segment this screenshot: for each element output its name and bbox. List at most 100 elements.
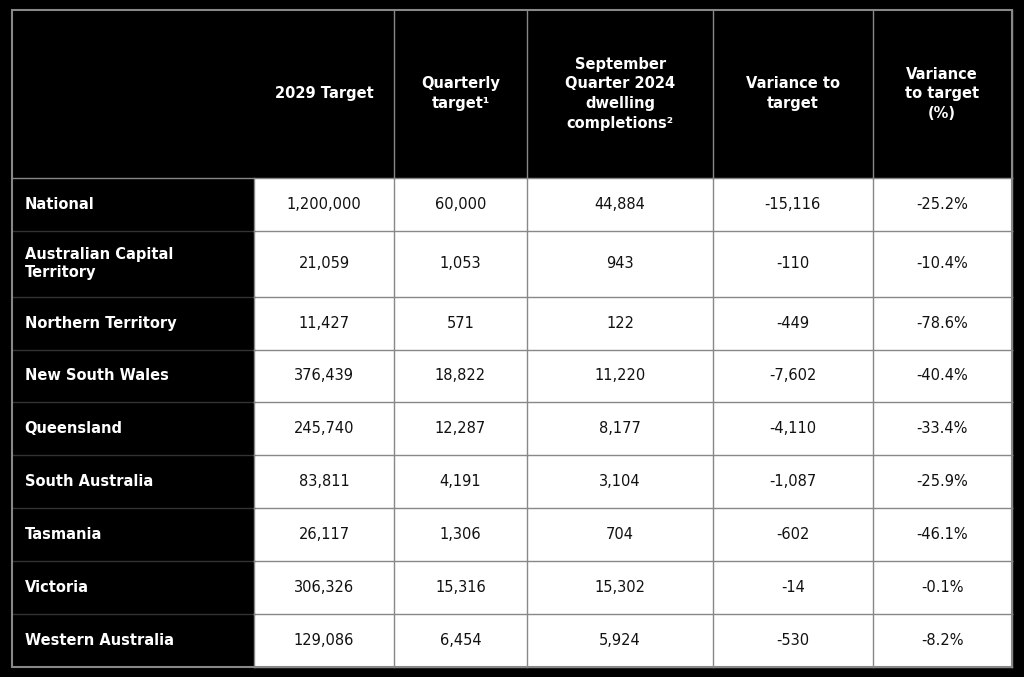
Bar <box>527 230 713 297</box>
Text: 11,220: 11,220 <box>595 368 646 383</box>
Text: -530: -530 <box>776 633 809 648</box>
Text: 26,117: 26,117 <box>298 527 349 542</box>
Text: -40.4%: -40.4% <box>916 368 968 383</box>
Bar <box>254 297 393 349</box>
Bar <box>254 177 393 230</box>
Text: 12,287: 12,287 <box>435 421 486 437</box>
Bar <box>254 561 393 614</box>
Bar <box>872 297 1012 349</box>
Bar <box>713 614 872 667</box>
Text: Tasmania: Tasmania <box>25 527 102 542</box>
Text: -78.6%: -78.6% <box>916 315 968 330</box>
Text: 44,884: 44,884 <box>595 196 645 211</box>
Bar <box>713 402 872 456</box>
Bar <box>254 349 393 402</box>
Text: -15,116: -15,116 <box>765 196 821 211</box>
Text: 129,086: 129,086 <box>294 633 354 648</box>
Bar <box>527 561 713 614</box>
Bar <box>393 561 527 614</box>
Text: 122: 122 <box>606 315 634 330</box>
Text: 245,740: 245,740 <box>294 421 354 437</box>
Text: -449: -449 <box>776 315 809 330</box>
Bar <box>713 349 872 402</box>
Bar <box>527 508 713 561</box>
Bar <box>393 614 527 667</box>
Text: -0.1%: -0.1% <box>921 580 964 595</box>
Text: Quarterly
target¹: Quarterly target¹ <box>421 77 500 111</box>
Bar <box>12 297 254 349</box>
Text: -46.1%: -46.1% <box>916 527 968 542</box>
Bar <box>393 508 527 561</box>
Text: South Australia: South Australia <box>25 474 153 489</box>
Bar <box>527 177 713 230</box>
Bar <box>12 177 254 230</box>
Text: Queensland: Queensland <box>25 421 123 437</box>
Bar <box>254 230 393 297</box>
Bar <box>12 230 254 297</box>
Bar <box>713 230 872 297</box>
Text: 2029 Target: 2029 Target <box>274 87 374 102</box>
Bar <box>12 10 1012 177</box>
Bar <box>393 297 527 349</box>
Text: 571: 571 <box>446 315 474 330</box>
Bar <box>254 402 393 456</box>
Text: 21,059: 21,059 <box>298 256 349 271</box>
Text: Variance to
target: Variance to target <box>745 77 840 111</box>
Bar <box>393 402 527 456</box>
Text: 15,316: 15,316 <box>435 580 485 595</box>
Bar <box>872 230 1012 297</box>
Text: Variance
to target
(%): Variance to target (%) <box>905 66 979 121</box>
Text: 15,302: 15,302 <box>595 580 646 595</box>
Text: -8.2%: -8.2% <box>921 633 964 648</box>
Bar <box>393 349 527 402</box>
Text: September
Quarter 2024
dwelling
completions²: September Quarter 2024 dwelling completi… <box>565 57 675 131</box>
Bar <box>12 561 254 614</box>
Bar <box>872 402 1012 456</box>
Bar <box>393 177 527 230</box>
Bar <box>527 402 713 456</box>
Bar <box>872 177 1012 230</box>
Text: -25.9%: -25.9% <box>916 474 968 489</box>
Text: Australian Capital
Territory: Australian Capital Territory <box>25 246 173 280</box>
Text: 60,000: 60,000 <box>435 196 486 211</box>
Bar <box>12 402 254 456</box>
Bar <box>713 297 872 349</box>
Bar <box>527 297 713 349</box>
Bar <box>254 456 393 508</box>
Text: 83,811: 83,811 <box>299 474 349 489</box>
Text: 306,326: 306,326 <box>294 580 354 595</box>
Text: 4,191: 4,191 <box>439 474 481 489</box>
Bar <box>872 349 1012 402</box>
Bar <box>393 456 527 508</box>
Text: 943: 943 <box>606 256 634 271</box>
Text: New South Wales: New South Wales <box>25 368 169 383</box>
Text: -33.4%: -33.4% <box>916 421 968 437</box>
Text: National: National <box>25 196 94 211</box>
Text: -25.2%: -25.2% <box>916 196 968 211</box>
Text: -14: -14 <box>781 580 805 595</box>
Bar <box>713 456 872 508</box>
Text: 376,439: 376,439 <box>294 368 354 383</box>
Text: 8,177: 8,177 <box>599 421 641 437</box>
Bar <box>713 508 872 561</box>
Text: -110: -110 <box>776 256 809 271</box>
Bar <box>872 508 1012 561</box>
Bar <box>527 349 713 402</box>
Bar <box>12 456 254 508</box>
Text: 1,053: 1,053 <box>439 256 481 271</box>
Text: -1,087: -1,087 <box>769 474 816 489</box>
Bar <box>12 349 254 402</box>
Text: Western Australia: Western Australia <box>25 633 174 648</box>
Text: 5,924: 5,924 <box>599 633 641 648</box>
Text: 1,306: 1,306 <box>439 527 481 542</box>
Text: Northern Territory: Northern Territory <box>25 315 176 330</box>
Text: 18,822: 18,822 <box>435 368 486 383</box>
Text: 3,104: 3,104 <box>599 474 641 489</box>
Text: -602: -602 <box>776 527 809 542</box>
Bar <box>713 177 872 230</box>
Bar <box>12 614 254 667</box>
Bar <box>254 614 393 667</box>
Text: -4,110: -4,110 <box>769 421 816 437</box>
Bar <box>527 614 713 667</box>
Text: 11,427: 11,427 <box>298 315 349 330</box>
